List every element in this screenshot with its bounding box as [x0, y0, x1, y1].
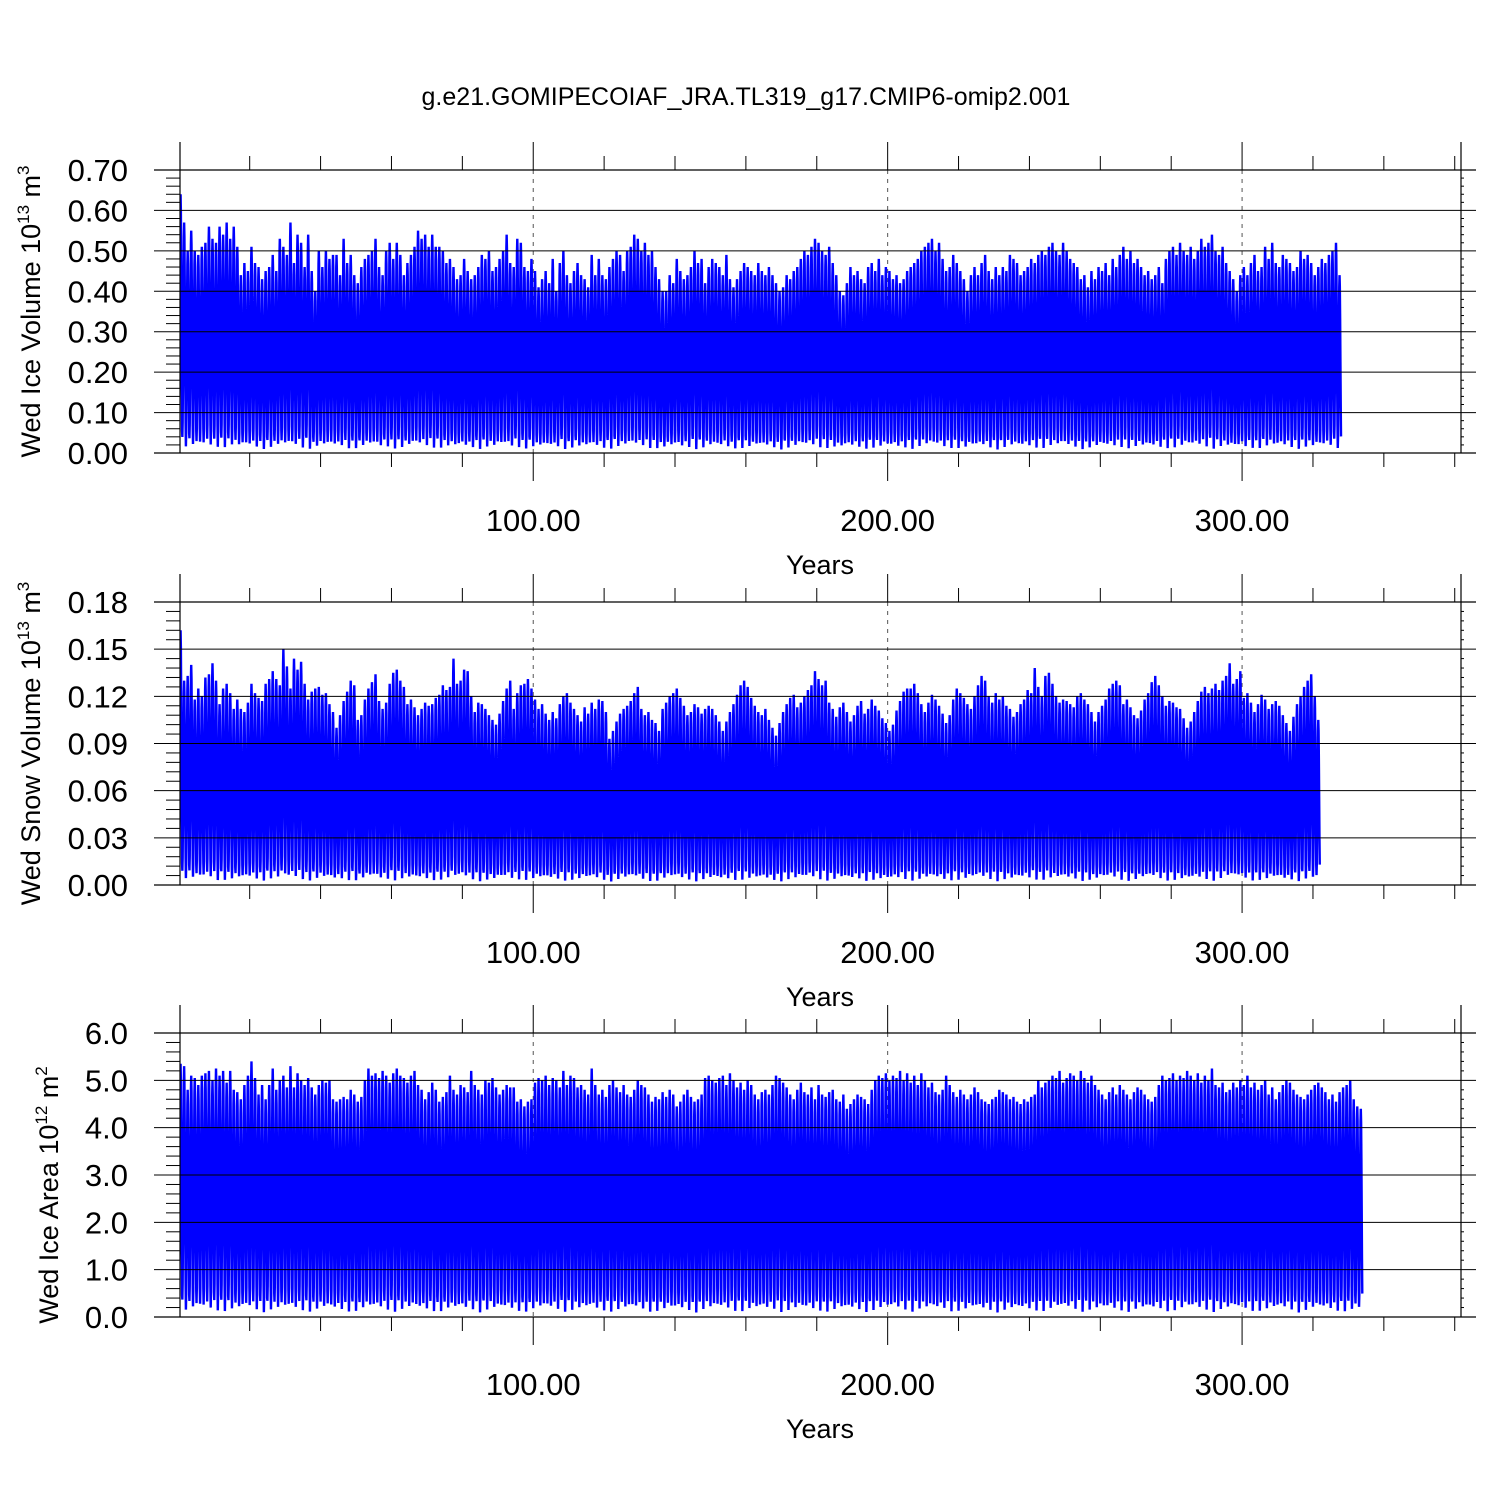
- y-tick-label-4: 0.30: [68, 315, 128, 350]
- y-axis-label: Wed Ice Volume 1013 m3: [14, 165, 46, 457]
- panel-2: 100.00 200.00 300.00 Years 0.00 0.03 0.06 0.09 0…: [14, 574, 1476, 1012]
- x-axis-label: Years: [786, 550, 854, 580]
- series-line: [180, 194, 1343, 450]
- y-axis-label-unit: m: [34, 1076, 64, 1106]
- x-tick-label-2: 200.00: [840, 1367, 935, 1402]
- y-tick-label-5: 4.0: [85, 1111, 128, 1146]
- y-axis-label-exponent: 13: [14, 621, 33, 640]
- y-axis-label-unit-exponent: 3: [14, 165, 33, 174]
- x-tick-label-2: 200.00: [840, 503, 935, 538]
- y-tick-label-5: 0.40: [68, 274, 128, 309]
- panel-3: 100.00 200.00 300.00 Years 0.0 1.0 2.0 3.0 4.0 5.…: [32, 1005, 1476, 1444]
- y-axis-label-exponent: 12: [32, 1106, 51, 1125]
- y-axis-label-main: Wed Ice Volume 10: [16, 224, 46, 458]
- y-tick-label-7: 6.0: [85, 1016, 128, 1051]
- x-tick-label-3: 300.00: [1195, 503, 1290, 538]
- y-axis-label: Wed Ice Area 1012 m2: [32, 1066, 64, 1324]
- y-tick-label-1: 0.00: [68, 868, 128, 903]
- y-axis-label: Wed Snow Volume 1013 m3: [14, 582, 46, 906]
- y-tick-label-6: 0.50: [68, 234, 128, 269]
- x-axis-label: Years: [786, 982, 854, 1012]
- y-axis-label-unit-exponent: 3: [14, 582, 33, 591]
- y-tick-label-2: 0.03: [68, 821, 128, 856]
- panels: 100.00 200.00 300.00 Years 0.00 0.10 0.20 0.30 0…: [14, 142, 1476, 1444]
- y-tick-label-1: 0.0: [85, 1300, 128, 1335]
- y-tick-label-6: 5.0: [85, 1063, 128, 1098]
- series-line: [180, 1061, 1364, 1313]
- y-tick-label-5: 0.12: [68, 679, 128, 714]
- y-tick-label-7: 0.60: [68, 193, 128, 228]
- y-tick-label-4: 0.09: [68, 727, 128, 762]
- y-tick-label-2: 1.0: [85, 1253, 128, 1288]
- y-tick-label-2: 0.10: [68, 396, 128, 431]
- x-tick-label-1: 100.00: [486, 935, 581, 970]
- y-tick-label-3: 0.20: [68, 355, 128, 390]
- y-tick-label-8: 0.70: [68, 153, 128, 188]
- panel-1: 100.00 200.00 300.00 Years 0.00 0.10 0.20 0.30 0…: [14, 142, 1476, 580]
- x-axis-label: Years: [786, 1414, 854, 1444]
- y-tick-label-4: 3.0: [85, 1158, 128, 1193]
- x-tick-label-3: 300.00: [1195, 935, 1290, 970]
- y-tick-label-3: 0.06: [68, 774, 128, 809]
- y-axis-label-unit-exponent: 2: [32, 1066, 51, 1075]
- y-tick-label-3: 2.0: [85, 1205, 128, 1240]
- y-tick-label-7: 0.18: [68, 585, 128, 620]
- y-axis-label-main: Wed Ice Area 10: [34, 1125, 64, 1324]
- y-tick-label-6: 0.15: [68, 632, 128, 667]
- y-axis-label-main: Wed Snow Volume 10: [16, 640, 46, 905]
- y-axis-label-unit: m: [16, 175, 46, 205]
- y-axis-label-exponent: 13: [14, 205, 33, 224]
- x-tick-label-1: 100.00: [486, 1367, 581, 1402]
- series-line: [180, 630, 1321, 882]
- x-tick-label-1: 100.00: [486, 503, 581, 538]
- x-tick-label-3: 300.00: [1195, 1367, 1290, 1402]
- y-axis-label-unit: m: [16, 591, 46, 621]
- y-tick-label-1: 0.00: [68, 436, 128, 471]
- x-tick-label-2: 200.00: [840, 935, 935, 970]
- figure-title: g.e21.GOMIPECOIAF_JRA.TL319_g17.CMIP6-om…: [422, 83, 1071, 111]
